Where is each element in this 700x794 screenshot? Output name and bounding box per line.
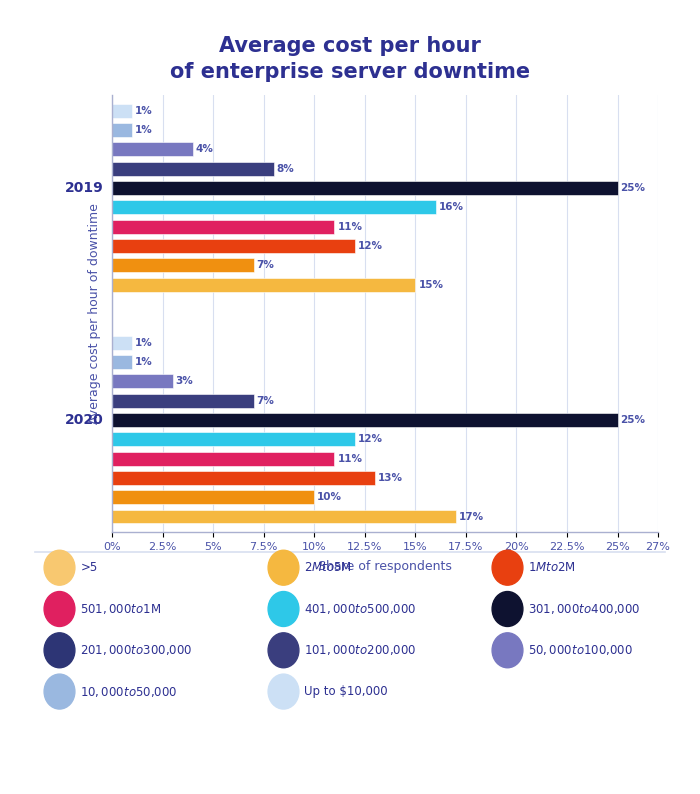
Bar [112,374,173,388]
Text: Average cost per hour
of enterprise server downtime: Average cost per hour of enterprise serv… [170,36,530,82]
Text: $201,000 to $300,000: $201,000 to $300,000 [80,643,193,657]
Text: 7%: 7% [257,260,274,270]
Text: 11%: 11% [337,222,363,232]
Text: 2020: 2020 [65,413,104,427]
Bar [112,336,132,349]
Bar [112,452,335,465]
Text: Up to $10,000: Up to $10,000 [304,685,388,698]
Text: $50,000 to $100,000: $50,000 to $100,000 [528,643,634,657]
Text: 25%: 25% [621,415,645,425]
Bar [112,413,617,427]
Text: 25%: 25% [621,183,645,193]
Y-axis label: Average cost per hour of downtime: Average cost per hour of downtime [88,203,101,424]
Text: $401,000 to $500,000: $401,000 to $500,000 [304,602,417,616]
Text: 1%: 1% [135,337,153,348]
Text: 4%: 4% [196,145,214,154]
Text: 1%: 1% [135,106,153,116]
Text: 2019: 2019 [65,181,104,195]
Bar [112,278,415,291]
Text: $1M to $2M: $1M to $2M [528,561,576,574]
Text: 12%: 12% [358,434,383,444]
Bar [112,181,617,195]
Text: 8%: 8% [276,164,295,174]
X-axis label: Share of respondents: Share of respondents [318,560,452,573]
Text: 1%: 1% [135,357,153,367]
Bar [112,394,253,407]
Text: 17%: 17% [458,511,484,522]
Bar [112,510,456,523]
Text: 3%: 3% [176,376,193,386]
Text: 13%: 13% [378,473,403,483]
Text: $2M to $5M: $2M to $5M [304,561,352,574]
Text: 1%: 1% [135,125,153,135]
Text: 10%: 10% [317,492,342,502]
Bar [112,490,314,504]
Text: $10,000 to $50,000: $10,000 to $50,000 [80,684,178,699]
Text: >5: >5 [80,561,98,574]
Bar [112,123,132,137]
Text: 15%: 15% [419,279,443,290]
Bar [112,258,253,272]
Text: 12%: 12% [358,241,383,251]
Text: 11%: 11% [337,453,363,464]
Bar [112,239,355,253]
Bar [112,355,132,369]
Bar [112,471,375,485]
Bar [112,220,335,233]
Text: 16%: 16% [439,202,463,212]
Text: $101,000 to $200,000: $101,000 to $200,000 [304,643,417,657]
Text: $501,000 to $1M: $501,000 to $1M [80,602,162,616]
Bar [112,142,193,156]
Bar [112,162,274,175]
Bar [112,432,355,446]
Bar [112,104,132,118]
Bar [112,200,435,214]
Text: $301,000 to $400,000: $301,000 to $400,000 [528,602,641,616]
Text: 7%: 7% [257,395,274,406]
